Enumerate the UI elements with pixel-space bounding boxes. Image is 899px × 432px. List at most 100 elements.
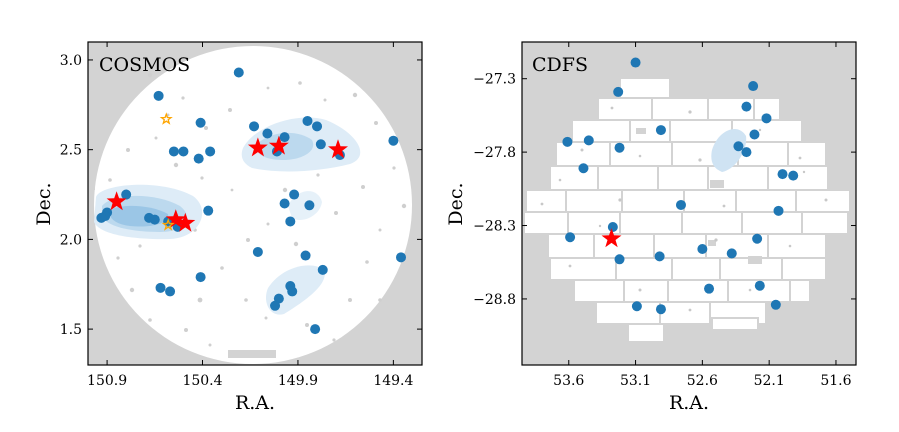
- cdfs-x-axis-label: R.A.: [669, 392, 709, 414]
- cdfs-source-point: [741, 147, 752, 158]
- cdfs-axes-frame: [521, 41, 857, 366]
- cosmos-y-tick-label: 2.0: [60, 232, 82, 248]
- cdfs-source-point: [749, 129, 760, 140]
- cdfs-source-point: [704, 283, 715, 294]
- cosmos-masked-regions: [88, 134, 276, 358]
- cosmos-source-point: [168, 146, 179, 157]
- cdfs-source-point: [562, 136, 573, 147]
- cdfs-x-tick-label: 53.6: [553, 373, 584, 389]
- cosmos-source-point: [312, 121, 323, 132]
- cosmos-source-point: [205, 146, 216, 157]
- cosmos-x-tick-label: 149.9: [278, 373, 318, 389]
- cosmos-source-point: [279, 132, 290, 143]
- cosmos-source-point: [279, 198, 290, 209]
- cdfs-source-point: [788, 170, 799, 181]
- cdfs-source-point: [655, 304, 666, 315]
- cdfs-source-point: [614, 254, 625, 265]
- cosmos-x-tick-label: 149.4: [373, 373, 413, 389]
- cosmos-target-star: [328, 139, 348, 159]
- cdfs-x-tick-label: 52.6: [687, 373, 718, 389]
- cosmos-axes-frame: [87, 41, 423, 366]
- cosmos-source-point: [289, 189, 300, 200]
- cosmos-source-point: [121, 189, 132, 200]
- cosmos-markers: [96, 67, 407, 335]
- cdfs-source-point: [761, 113, 772, 124]
- cdfs-source-point: [773, 205, 784, 216]
- cdfs-masked-regions: [636, 128, 762, 264]
- cdfs-source-point: [733, 141, 744, 152]
- cdfs-source-point: [748, 81, 759, 92]
- cosmos-source-point: [304, 200, 315, 211]
- cdfs-source-point: [697, 244, 708, 255]
- cdfs-target-star: [601, 228, 622, 248]
- cdfs-density-contour: [711, 128, 747, 172]
- cosmos-source-point: [195, 117, 206, 128]
- cdfs-y-tick-label: −27.3: [473, 72, 516, 88]
- cosmos-source-point: [249, 121, 260, 132]
- cosmos-source-point: [203, 205, 214, 216]
- cdfs-faint-sources: [540, 106, 828, 312]
- cosmos-source-point: [149, 214, 160, 225]
- cosmos-target-star: [247, 137, 268, 157]
- cosmos-source-point: [300, 250, 311, 261]
- cosmos-faint-target-star: [159, 112, 173, 125]
- cosmos-faint-target-star: [161, 217, 175, 231]
- cosmos-source-point: [96, 212, 107, 223]
- cosmos-source-point: [178, 146, 189, 157]
- cosmos-y-axis-label: Dec.: [33, 182, 55, 225]
- cdfs-source-point: [565, 232, 576, 243]
- cdfs-x-tick-label: 53.1: [620, 373, 651, 389]
- cosmos-x-tick-label: 150.9: [87, 373, 127, 389]
- cosmos-target-star: [165, 209, 186, 229]
- cosmos-source-point: [315, 139, 326, 150]
- cdfs-source-point: [754, 280, 765, 291]
- cosmos-source-point: [252, 246, 263, 257]
- cdfs-y-tick-label: −27.8: [473, 145, 516, 161]
- cdfs-source-point: [654, 251, 665, 262]
- cosmos-target-star: [268, 135, 289, 155]
- cosmos-y-tick-label: 1.5: [60, 322, 82, 338]
- cosmos-source-point: [287, 286, 298, 297]
- cosmos-source-point: [233, 67, 244, 78]
- cosmos-source-point: [165, 286, 176, 297]
- cosmos-field-label: COSMOS: [99, 54, 190, 76]
- cdfs-source-point: [630, 57, 641, 68]
- cosmos-source-point: [317, 264, 328, 275]
- cosmos-y-tick-label: 3.0: [60, 53, 82, 69]
- cosmos-source-point: [153, 90, 164, 101]
- cosmos-source-point: [195, 272, 206, 283]
- cdfs-panel: CDFS 53.6 53.1 52.6 52.1 51.6 −27.3 −27.8 −28.3…: [445, 41, 857, 414]
- cosmos-axes: 150.9 150.4 149.9 149.4 1.5 2.0 2.5 3.0: [60, 42, 422, 389]
- cosmos-target-star: [106, 191, 127, 211]
- cosmos-x-tick-label: 150.4: [182, 373, 222, 389]
- cosmos-target-star: [175, 212, 196, 232]
- cdfs-source-point: [614, 142, 625, 153]
- cdfs-source-point: [607, 221, 618, 232]
- cosmos-x-axis-label: R.A.: [235, 392, 275, 414]
- cdfs-source-point: [655, 125, 666, 136]
- cdfs-source-point: [675, 199, 686, 210]
- cosmos-y-tick-label: 2.5: [60, 143, 82, 159]
- cosmos-source-point: [270, 300, 281, 311]
- cdfs-source-point: [631, 301, 642, 312]
- cdfs-source-point: [752, 233, 763, 244]
- cdfs-markers: [562, 57, 799, 315]
- cdfs-source-point: [741, 101, 752, 112]
- cosmos-source-point: [388, 135, 399, 146]
- cosmos-panel: COSMOS 150.9 150.4 149.9 149.41.52.02.53.0 …: [33, 41, 423, 414]
- cosmos-source-point: [310, 324, 321, 335]
- cosmos-source-point: [155, 282, 166, 293]
- cosmos-source-point: [193, 153, 204, 164]
- cdfs-y-tick-label: −28.8: [473, 292, 516, 308]
- cdfs-field-label: CDFS: [532, 54, 588, 76]
- cdfs-source-point: [578, 163, 589, 174]
- cosmos-source-point: [285, 216, 296, 227]
- cdfs-source-point: [770, 299, 781, 310]
- cdfs-source-point: [777, 169, 788, 180]
- cdfs-source-point: [613, 86, 624, 97]
- cdfs-y-axis-label: Dec.: [445, 182, 467, 225]
- cosmos-source-point: [302, 115, 313, 126]
- cdfs-axes: 53.6 53.1 52.6 52.1 51.6 −27.3 −27.8 −28.3 −28.8: [473, 42, 856, 389]
- cdfs-y-tick-label: −28.3: [473, 219, 516, 235]
